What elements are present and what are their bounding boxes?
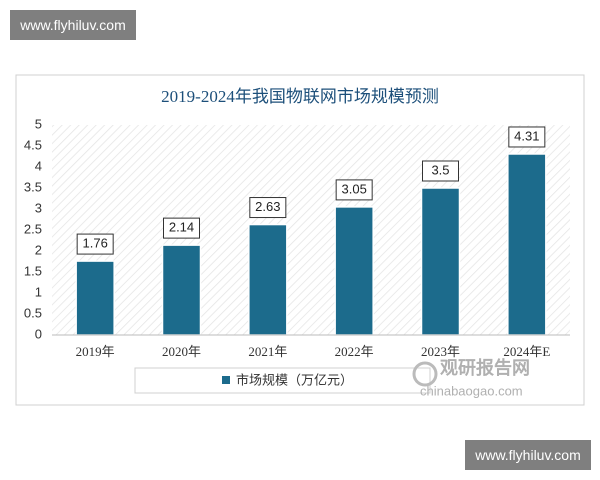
x-tick-label: 2022年	[335, 344, 374, 359]
y-tick-label: 5	[35, 116, 42, 131]
value-label: 1.76	[83, 236, 108, 251]
source-logo: 观研报告网 chinabaogao.com	[412, 357, 530, 398]
bar	[420, 187, 461, 336]
value-label-box	[249, 197, 287, 219]
value-label-box	[508, 126, 546, 148]
y-tick-label: 1	[35, 284, 42, 299]
bar	[75, 260, 115, 336]
bar	[248, 223, 288, 336]
logo-name: 观研报告网	[440, 357, 530, 378]
logo-url: chinabaogao.com	[420, 383, 523, 398]
value-label: 4.31	[514, 128, 539, 143]
bar	[161, 244, 202, 336]
chart-title: 2019-2024年我国物联网市场规模预测	[161, 87, 439, 106]
value-label-box	[163, 217, 200, 239]
legend-swatch	[222, 376, 230, 384]
value-label: 2.63	[255, 199, 280, 214]
value-label: 3.5	[431, 162, 449, 177]
y-tick-label: 1.5	[24, 263, 42, 278]
legend-label: 市场规模（万亿元）	[236, 372, 353, 387]
value-label-box	[422, 160, 459, 182]
y-tick-label: 4	[35, 158, 42, 173]
legend-box	[134, 367, 431, 394]
plot-area	[52, 125, 570, 335]
value-label-box	[76, 233, 114, 255]
y-tick-label: 0.5	[24, 305, 42, 320]
x-tick-label: 2024年E	[503, 344, 550, 359]
x-tick-label: 2021年	[248, 344, 287, 359]
value-label: 3.05	[342, 181, 367, 196]
y-tick-label: 3	[35, 200, 42, 215]
y-tick-label: 0	[35, 326, 42, 341]
logo-icon	[412, 361, 438, 387]
watermark: www.flyhiluv.com	[10, 10, 136, 40]
y-tick-label: 2	[35, 242, 42, 257]
watermark: www.flyhiluv.com	[465, 440, 591, 470]
bar	[334, 206, 374, 336]
value-label: 2.14	[169, 220, 194, 235]
x-tick-label: 2020年	[162, 344, 201, 359]
x-tick-label: 2019年	[76, 344, 115, 359]
value-label-box	[335, 179, 373, 201]
y-tick-label: 2.5	[24, 221, 42, 236]
bar	[507, 153, 547, 336]
y-tick-label: 4.5	[24, 137, 42, 152]
x-tick-label: 2023年	[421, 344, 460, 359]
y-tick-label: 3.5	[24, 179, 42, 194]
